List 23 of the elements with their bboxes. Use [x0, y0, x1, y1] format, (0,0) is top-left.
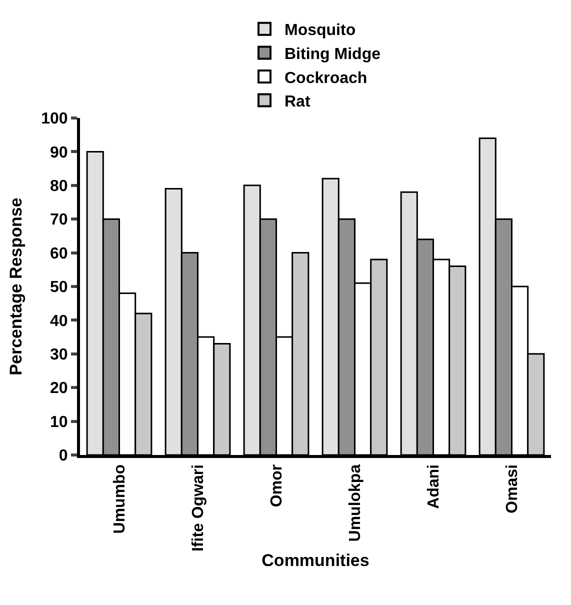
x-tick-label: Omasi: [504, 464, 521, 514]
y-tick-label: 80: [50, 178, 68, 195]
y-tick-label: 60: [50, 245, 68, 262]
y-tick-label: 10: [50, 414, 68, 431]
y-tick-label: 50: [50, 279, 68, 296]
y-tick-label: 0: [58, 448, 68, 465]
x-tick-label: Ifite Ogwari: [190, 464, 207, 552]
x-tick-label: Adani: [425, 464, 442, 509]
legend-label: Cockroach: [284, 70, 368, 87]
x-tick-label: Omor: [268, 464, 286, 508]
y-tick-label: 90: [50, 144, 68, 162]
y-tick-label: 70: [50, 212, 68, 229]
y-tick-label: 100: [41, 110, 68, 128]
x-tick-label: Umumbo: [111, 464, 128, 534]
y-tick-label: 30: [50, 346, 68, 364]
legend-label: Mosquito: [284, 22, 356, 40]
legend-label: Rat: [284, 94, 311, 111]
y-axis-title: Percentage Response: [6, 198, 26, 376]
x-axis-title: Communities: [262, 550, 370, 570]
legend-label: Biting Midge: [284, 46, 381, 63]
y-tick-label: 20: [50, 380, 68, 398]
x-tick-label: Umulokpa: [346, 464, 364, 542]
y-tick-label: 40: [50, 312, 68, 330]
